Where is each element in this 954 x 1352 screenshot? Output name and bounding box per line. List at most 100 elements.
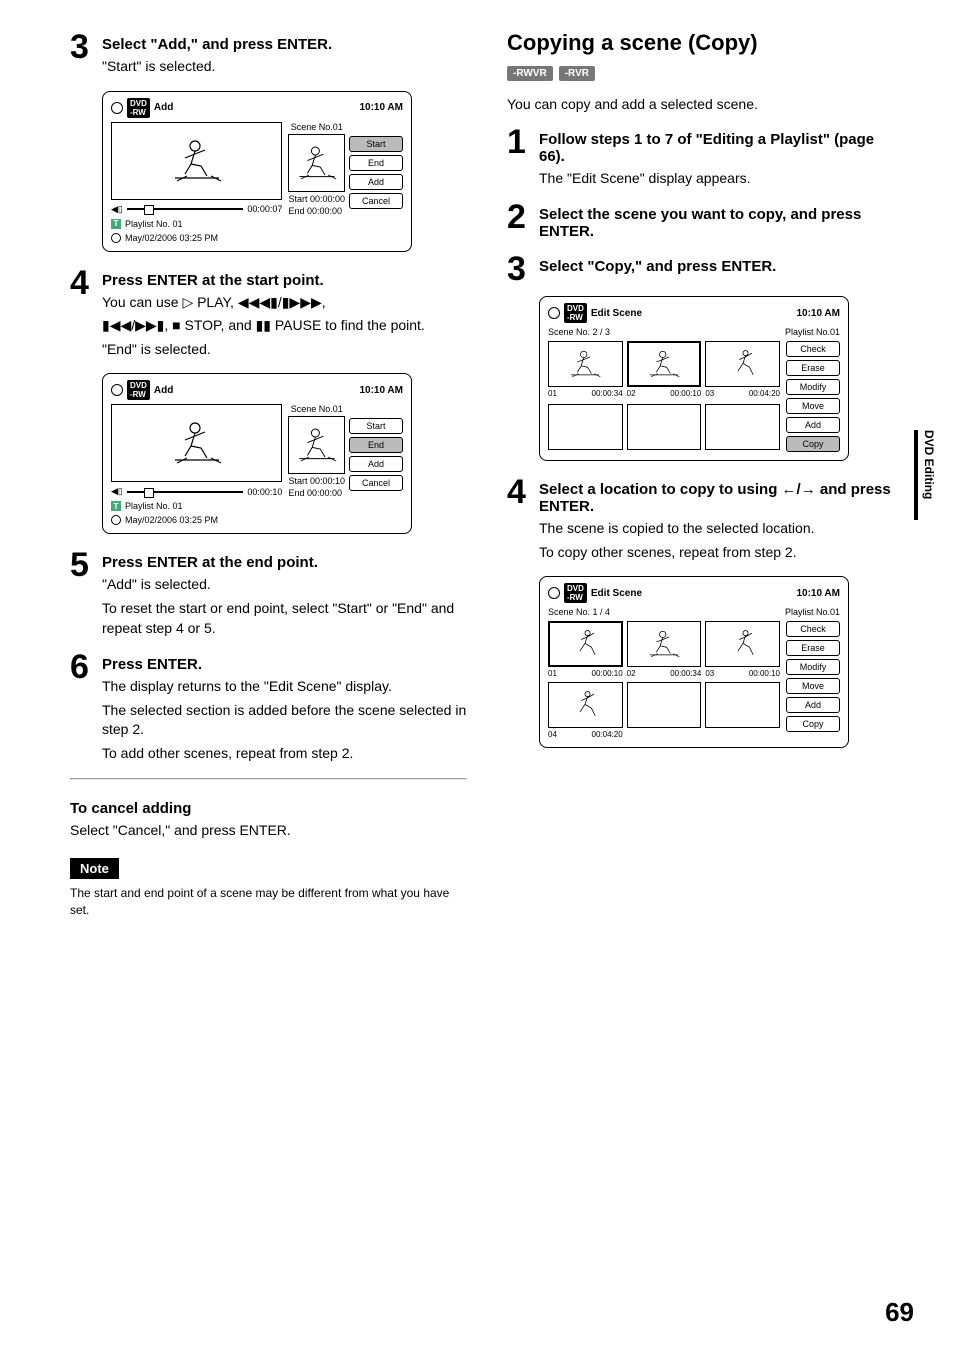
- scene-thumb[interactable]: [627, 621, 702, 667]
- note-label: Note: [70, 858, 119, 879]
- step-number: 2: [507, 200, 539, 234]
- disc-icon: [548, 307, 560, 319]
- step-text: "Start" is selected.: [102, 57, 467, 77]
- cancel-button[interactable]: Cancel: [349, 193, 403, 209]
- scene-thumb[interactable]: [705, 621, 780, 667]
- modify-button[interactable]: Modify: [786, 379, 840, 395]
- slider-prev-icon: ◀▯: [111, 486, 123, 497]
- add-button[interactable]: Add: [349, 174, 403, 190]
- start-button[interactable]: Start: [349, 136, 403, 152]
- date-label: May/02/2006 03:25 PM: [125, 515, 218, 525]
- playlist-label: Playlist No.01: [785, 607, 840, 617]
- step-text: ▮◀◀/▶▶▮, ■ STOP, and ▮▮ PAUSE to find th…: [102, 316, 467, 336]
- osd-time: 10:10 AM: [359, 102, 403, 113]
- step-text: The selected section is added before the…: [102, 701, 467, 740]
- cancel-button[interactable]: Cancel: [349, 475, 403, 491]
- end-button[interactable]: End: [349, 155, 403, 171]
- scene-count: Scene No. 1 / 4: [548, 607, 610, 617]
- disc-icon: [111, 102, 123, 114]
- scene-label: Scene No.01: [288, 122, 345, 132]
- scene-thumb[interactable]: [548, 682, 623, 728]
- title-icon: T: [111, 219, 121, 229]
- cancel-text: Select "Cancel," and press ENTER.: [70, 821, 467, 841]
- clock-icon: [111, 515, 121, 525]
- check-button[interactable]: Check: [786, 621, 840, 637]
- step-title: Select "Copy," and press ENTER.: [539, 258, 904, 275]
- add-button[interactable]: Add: [349, 456, 403, 472]
- osd-add-panel: DVD-RW Add 10:10 AM ◀▯ 00:00:10 TPlaylis…: [102, 373, 412, 534]
- step-text: You can use ▷ PLAY, ◀◀◀▮/▮▶▶▶,: [102, 293, 467, 313]
- dvd-rw-badge: DVD-RW: [127, 380, 150, 400]
- playlist-label: Playlist No. 01: [125, 219, 183, 229]
- osd-title: Add: [154, 102, 173, 113]
- slider[interactable]: [127, 208, 244, 210]
- step-title: Press ENTER at the end point.: [102, 554, 467, 571]
- step-text: To add other scenes, repeat from step 2.: [102, 744, 467, 764]
- step-number: 4: [507, 475, 539, 509]
- step-number: 3: [507, 252, 539, 286]
- step-text: "End" is selected.: [102, 340, 467, 360]
- slider-time: 00:00:07: [247, 204, 282, 214]
- step-number: 5: [70, 548, 102, 582]
- check-button[interactable]: Check: [786, 341, 840, 357]
- scene-thumb[interactable]: [548, 621, 623, 667]
- slider[interactable]: [127, 491, 244, 493]
- dvd-rw-badge: DVD-RW: [127, 98, 150, 118]
- step-text: To reset the start or end point, select …: [102, 599, 467, 638]
- end-label: End 00:00:00: [288, 206, 345, 216]
- end-button[interactable]: End: [349, 437, 403, 453]
- erase-button[interactable]: Erase: [786, 640, 840, 656]
- scene-thumb: [288, 416, 345, 474]
- move-button[interactable]: Move: [786, 678, 840, 694]
- step-title: Select a location to copy to using ←/→ a…: [539, 481, 904, 515]
- step-number: 4: [70, 266, 102, 300]
- page-number: 69: [885, 1297, 914, 1328]
- empty-thumb: [705, 404, 780, 450]
- step-number: 3: [70, 30, 102, 64]
- end-label: End 00:00:00: [288, 488, 345, 498]
- format-badge: -RVR: [559, 66, 595, 81]
- add-button[interactable]: Add: [786, 417, 840, 433]
- add-button[interactable]: Add: [786, 697, 840, 713]
- erase-button[interactable]: Erase: [786, 360, 840, 376]
- start-button[interactable]: Start: [349, 418, 403, 434]
- dvd-rw-badge: DVD-RW: [564, 303, 587, 323]
- date-label: May/02/2006 03:25 PM: [125, 233, 218, 243]
- osd-time: 10:10 AM: [796, 588, 840, 599]
- empty-thumb: [627, 682, 702, 728]
- step-text: The "Edit Scene" display appears.: [539, 169, 904, 189]
- format-badge: -RWVR: [507, 66, 553, 81]
- section-heading: Copying a scene (Copy): [507, 30, 904, 56]
- step-title: Press ENTER at the start point.: [102, 272, 467, 289]
- scene-thumb[interactable]: [548, 341, 623, 387]
- empty-thumb: [548, 404, 623, 450]
- slider-time: 00:00:10: [247, 487, 282, 497]
- move-button[interactable]: Move: [786, 398, 840, 414]
- step-text: The scene is copied to the selected loca…: [539, 519, 904, 539]
- side-tab: DVD Editing: [914, 430, 936, 520]
- step-text: The display returns to the "Edit Scene" …: [102, 677, 467, 697]
- playlist-label: Playlist No. 01: [125, 501, 183, 511]
- start-label: Start 00:00:00: [288, 194, 345, 204]
- clock-icon: [111, 233, 121, 243]
- scene-thumb[interactable]: [627, 341, 702, 387]
- empty-thumb: [627, 404, 702, 450]
- copy-button[interactable]: Copy: [786, 436, 840, 452]
- preview-thumb: [111, 404, 282, 482]
- step-text: To copy other scenes, repeat from step 2…: [539, 543, 904, 563]
- title-icon: T: [111, 501, 121, 511]
- osd-time: 10:10 AM: [796, 308, 840, 319]
- step-number: 6: [70, 650, 102, 684]
- note-text: The start and end point of a scene may b…: [70, 885, 467, 919]
- dvd-rw-badge: DVD-RW: [564, 583, 587, 603]
- osd-edit-scene-panel: DVD-RW Edit Scene 10:10 AM Scene No. 2 /…: [539, 296, 849, 461]
- scene-thumb[interactable]: [705, 341, 780, 387]
- osd-title: Edit Scene: [591, 588, 642, 599]
- step-title: Follow steps 1 to 7 of "Editing a Playli…: [539, 131, 904, 165]
- slider-prev-icon: ◀▯: [111, 204, 123, 215]
- scene-label: Scene No.01: [288, 404, 345, 414]
- modify-button[interactable]: Modify: [786, 659, 840, 675]
- copy-button[interactable]: Copy: [786, 716, 840, 732]
- step-number: 1: [507, 125, 539, 159]
- playlist-label: Playlist No.01: [785, 327, 840, 337]
